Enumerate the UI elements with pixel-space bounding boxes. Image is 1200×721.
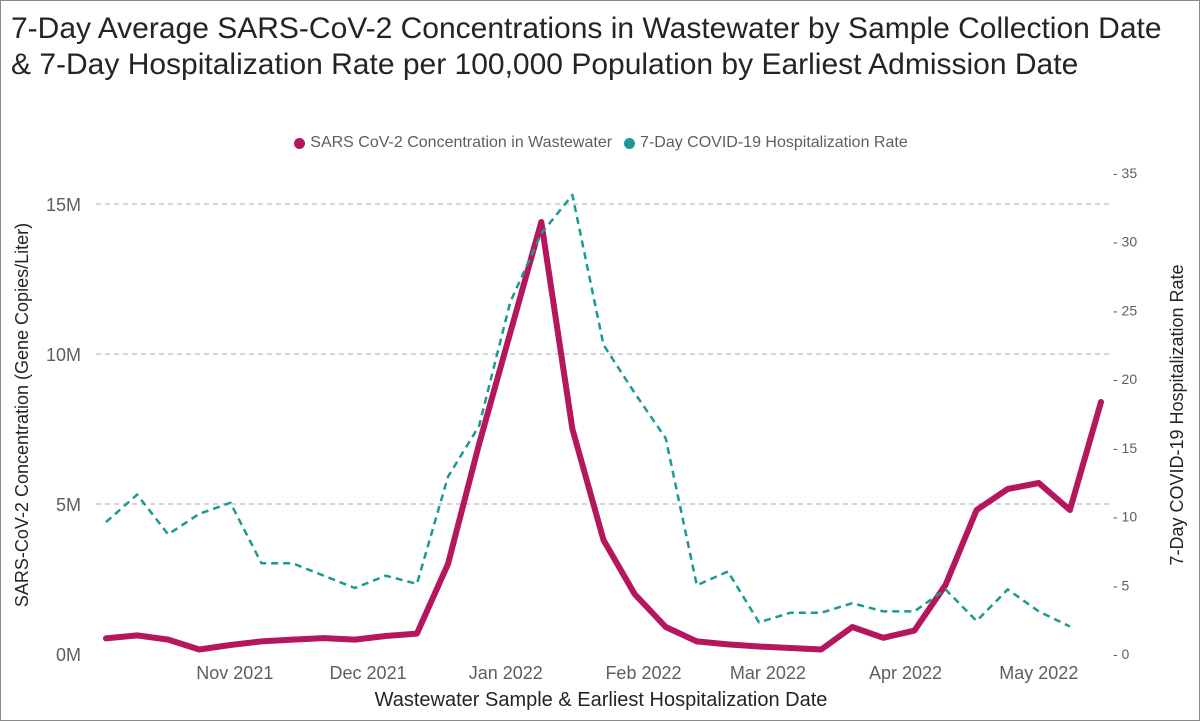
legend-label-hospitalization: 7-Day COVID-19 Hospitalization Rate [640, 134, 908, 151]
y-tick-label: 10M [46, 345, 81, 365]
series-line-wastewater-concentration [103, 219, 1104, 653]
y2-tick-label: - 15 [1113, 440, 1137, 456]
x-tick-label: Apr 2022 [869, 663, 942, 683]
y2-tick-label: - 0 [1113, 646, 1130, 662]
y-tick-label: 15M [46, 195, 81, 215]
x-tick-label: Nov 2021 [196, 663, 273, 683]
y-tick-label: 0M [56, 645, 81, 665]
x-tick-label: Jan 2022 [469, 663, 543, 683]
series-line-hospitalization-rate [105, 193, 1071, 628]
legend-label-wastewater: SARS CoV-2 Concentration in Wastewater [310, 134, 613, 151]
y2-tick-label: - 25 [1113, 302, 1137, 318]
x-tick-label: Feb 2022 [605, 663, 681, 683]
y-axis-title: SARS-CoV-2 Concentration (Gene Copies/Li… [12, 223, 32, 607]
legend-item-wastewater[interactable]: SARS CoV-2 Concentration in Wastewater [294, 134, 612, 152]
y-tick-label: 5M [56, 495, 81, 515]
legend-marker-hospitalization [624, 137, 636, 149]
legend-item-hospitalization[interactable]: 7-Day COVID-19 Hospitalization Rate [624, 134, 908, 152]
x-tick-label: Mar 2022 [730, 663, 806, 683]
y2-tick-label: - 30 [1113, 234, 1137, 250]
y2-tick-label: - 35 [1113, 165, 1137, 181]
y2-tick-label: - 10 [1113, 509, 1137, 525]
legend-marker-wastewater [294, 137, 306, 149]
x-tick-label: May 2022 [999, 663, 1078, 683]
chart-title: 7-Day Average SARS-CoV-2 Concentrations … [11, 12, 1162, 81]
legend: SARS CoV-2 Concentration in Wastewater 7… [1, 132, 1200, 154]
y2-tick-label: - 5 [1113, 577, 1130, 593]
y2-axis-title: 7-Day COVID-19 Hospitalization Rate [1167, 264, 1187, 565]
y2-tick-label: - 20 [1113, 371, 1137, 387]
x-tick-label: Dec 2021 [330, 663, 407, 683]
x-axis-title: Wastewater Sample & Earliest Hospitaliza… [375, 689, 828, 711]
